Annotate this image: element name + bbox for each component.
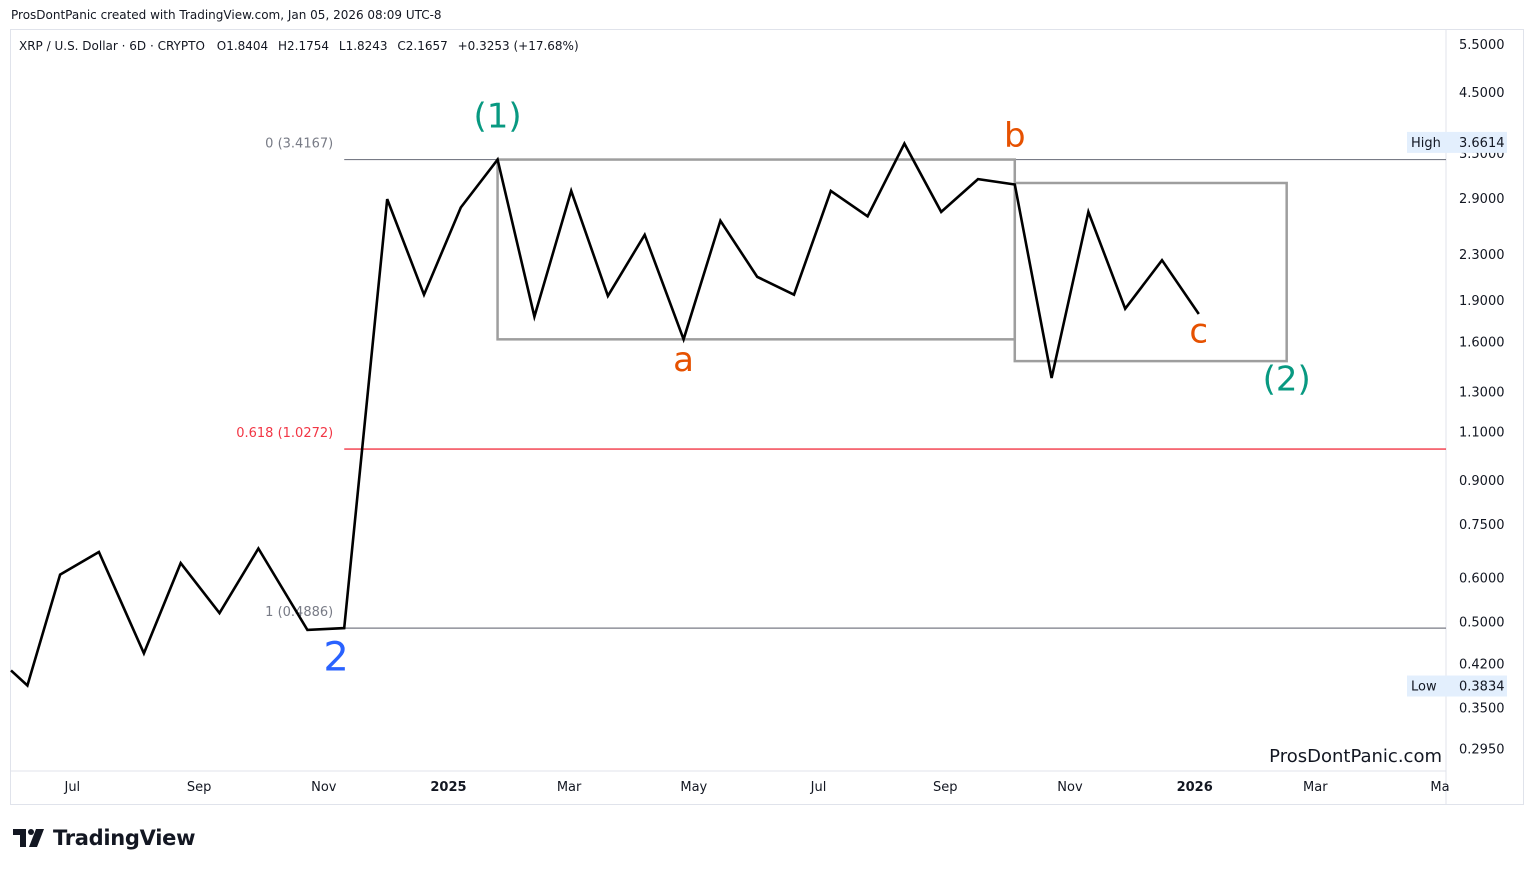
y-tick-label: 5.5000 xyxy=(1459,38,1505,53)
tradingview-logo-icon xyxy=(13,829,44,847)
legend-low-label: L xyxy=(339,39,346,53)
y-tick-label: 1.1000 xyxy=(1459,426,1505,441)
legend-open-value: 1.8404 xyxy=(226,39,268,53)
x-tick-label: 2025 xyxy=(430,780,466,795)
x-tick-label: Jul xyxy=(63,780,80,795)
x-tick-label: May xyxy=(680,780,707,795)
price-tag-bg xyxy=(1407,131,1507,153)
boxes-layer xyxy=(496,158,1288,363)
legend-change-value: +0.3253 (+17.68%) xyxy=(458,39,579,53)
chart-frame xyxy=(10,29,1524,805)
wave-label: (1) xyxy=(473,97,521,137)
price-tags-layer: High 3.6614 Low 0.3834 xyxy=(1407,131,1507,697)
wave-labels-layer: (1) a b c (2) 2 xyxy=(323,97,1310,681)
correction-box[interactable] xyxy=(1013,181,1288,363)
legend-high-value: 2.1754 xyxy=(287,39,329,53)
wave-label: 2 xyxy=(323,634,348,680)
x-tick-label: 2026 xyxy=(1177,780,1213,795)
y-tick-label: 0.4200 xyxy=(1459,658,1505,673)
y-tick-label: 0.5000 xyxy=(1459,616,1505,631)
price-tag-bg xyxy=(1407,675,1507,697)
legend-symbol: XRP / U.S. Dollar · 6D · CRYPTO xyxy=(19,39,205,53)
x-tick-label: Mar xyxy=(1303,780,1328,795)
x-tick-label: Jul xyxy=(810,780,827,795)
price-line[interactable] xyxy=(10,140,1200,688)
series-layer xyxy=(10,140,1200,688)
x-tick-label: Nov xyxy=(1057,780,1083,795)
price-tag-value: 0.3834 xyxy=(1459,680,1505,695)
y-tick-label: 1.6000 xyxy=(1459,335,1505,350)
y-tick-label: 1.3000 xyxy=(1459,385,1505,400)
fib-layer: 0 (3.4167) 0.618 (1.0272) 1 (0.4886) xyxy=(236,137,1446,629)
y-tick-label: 0.6000 xyxy=(1459,572,1505,587)
y-tick-label: 1.9000 xyxy=(1459,294,1505,309)
y-tick-label: 0.9000 xyxy=(1459,474,1505,489)
fib-level-label: 0 (3.4167) xyxy=(265,137,333,152)
x-tick-label: Sep xyxy=(933,780,958,795)
watermark-text: ProsDontPanic.com xyxy=(1269,746,1442,767)
axes-layer: 5.50004.50003.50002.90002.30001.90001.60… xyxy=(10,30,1505,805)
tradingview-logo[interactable]: TradingView xyxy=(13,826,195,850)
price-tag-value: 3.6614 xyxy=(1459,136,1505,151)
wave-label: (2) xyxy=(1263,360,1311,400)
price-tag-label: Low xyxy=(1411,680,1437,695)
x-tick-label: Nov xyxy=(311,780,337,795)
y-tick-label: 0.2950 xyxy=(1459,743,1505,758)
legend-open-label: O xyxy=(217,39,226,53)
legend-low-value: 1.8243 xyxy=(346,39,388,53)
price-tag-label: High xyxy=(1411,136,1441,151)
chart-credit: ProsDontPanic created with TradingView.c… xyxy=(11,8,442,22)
x-tick-label: Sep xyxy=(187,780,212,795)
y-tick-label: 2.3000 xyxy=(1459,248,1505,263)
x-tick-label: Mar xyxy=(557,780,582,795)
wave-label: c xyxy=(1189,311,1208,351)
legend-high-label: H xyxy=(278,39,287,53)
x-tick-label: Ma xyxy=(1430,780,1449,795)
y-tick-label: 4.5000 xyxy=(1459,86,1505,101)
chart-legend: XRP / U.S. Dollar · 6D · CRYPTO O1.8404 … xyxy=(19,39,579,53)
fib-level-label: 0.618 (1.0272) xyxy=(236,426,333,441)
fib-level-label: 1 (0.4886) xyxy=(265,605,333,620)
y-tick-label: 2.9000 xyxy=(1459,192,1505,207)
legend-close-label: C xyxy=(397,39,405,53)
tradingview-logo-text: TradingView xyxy=(53,826,196,850)
wave-label: a xyxy=(673,340,694,380)
wave-label: b xyxy=(1004,116,1026,156)
correction-box[interactable] xyxy=(496,158,1017,341)
y-tick-label: 0.3500 xyxy=(1459,701,1505,716)
y-tick-label: 0.7500 xyxy=(1459,518,1505,533)
legend-close-value: 2.1657 xyxy=(406,39,448,53)
